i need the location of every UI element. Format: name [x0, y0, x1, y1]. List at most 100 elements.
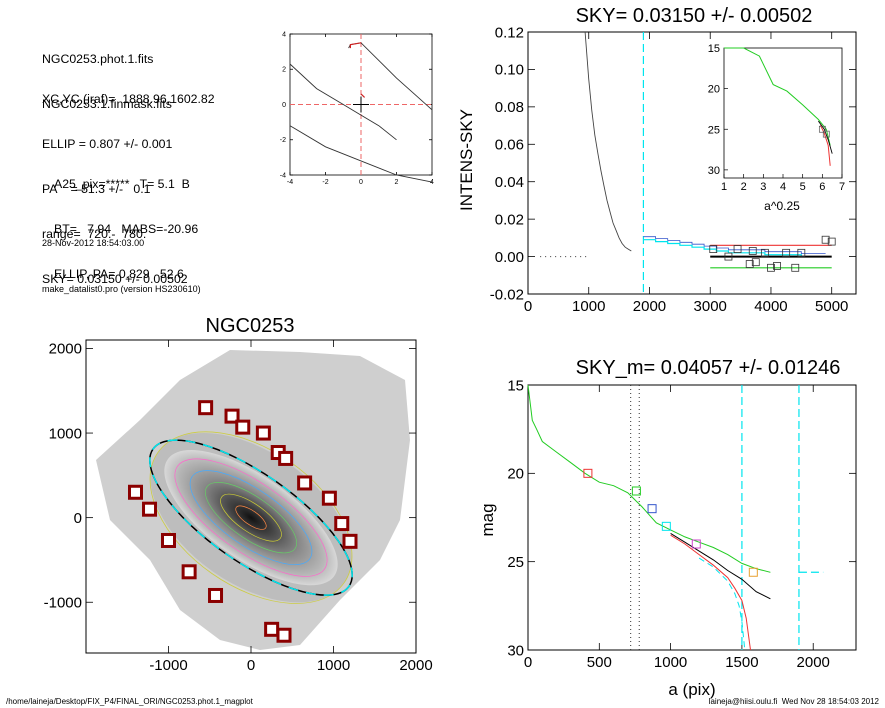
- y-tick-label: 0.08: [495, 99, 524, 116]
- sky-box-marker: [297, 475, 313, 491]
- mag-marker-cyan: [661, 521, 671, 531]
- mag-marker-green: [631, 486, 641, 496]
- sky-square-marker: [782, 248, 791, 257]
- x-tick-label: 4: [430, 179, 434, 186]
- y-tick-label: -1000: [44, 594, 82, 611]
- sky-square-marker: [751, 258, 760, 267]
- y-tick-label: 4: [282, 31, 286, 38]
- y-tick-label: 30: [507, 642, 524, 659]
- sky-box-marker: [334, 516, 350, 532]
- y-tick-label: 0.04: [495, 174, 524, 191]
- footer-user: laineja@hiisi.oulu.fi Wed Nov 28 18:54:0…: [708, 697, 879, 706]
- info-param-line: XC,YC (iraf)= 1888.96,1602.82: [42, 92, 215, 106]
- x-tick-label: 5000: [815, 298, 848, 315]
- inset-x-tick-label: 5: [800, 181, 806, 193]
- mag-profile-red: [670, 534, 751, 651]
- galaxy-image-panel: NGC0253 -1000 0 1000 2000 -1000 0 1000 2000: [44, 315, 433, 674]
- x-tick-label: 2000: [797, 654, 830, 671]
- inset-square-marker: [822, 130, 830, 138]
- x-tick-label: 1500: [725, 654, 758, 671]
- fit-ellipse-cyan: [149, 439, 353, 596]
- program-version: make_datalist0.pro (version HS230610): [42, 284, 201, 294]
- sky-inset-frame: [723, 47, 843, 179]
- x-tick-label: 2: [395, 179, 399, 186]
- isophote-contour: [204, 482, 298, 554]
- mag-marker-red: [583, 468, 593, 478]
- mag-frame: [527, 384, 857, 651]
- x-tick-label: 0: [247, 657, 255, 674]
- inset-square-marker: [818, 125, 826, 133]
- y-tick-label: 2: [282, 67, 286, 74]
- sky-panel: SKY= 0.03150 +/- 0.00502 INTENS-SKY a^0.…: [457, 5, 857, 315]
- x-tick-label: -2: [322, 179, 328, 186]
- inset-y-tick-label: 25: [708, 124, 720, 136]
- sky-square-marker: [760, 248, 769, 257]
- mag-profile-cyan: [698, 557, 746, 651]
- x-tick-label: 1000: [654, 654, 687, 671]
- sky-box-marker: [321, 490, 337, 506]
- info-params: XC,YC (iraf)= 1888.96,1602.82 ELLIP = 0.…: [42, 62, 215, 302]
- info-files: NGC0253.phot.1.fits NGC0253.1.finmask.fi…: [42, 22, 172, 127]
- sky-box-marker: [198, 400, 214, 416]
- info-param-line: ELLIP = 0.807 +/- 0.001: [42, 137, 173, 151]
- intensity-profile: [584, 31, 632, 252]
- x-tick-label: 2000: [399, 657, 432, 674]
- mag-ylabel: mag: [478, 503, 497, 536]
- sky-square-marker: [773, 262, 781, 270]
- sky-box-marker: [342, 533, 358, 549]
- x-tick-label: -4: [287, 179, 293, 186]
- sky-box-marker: [235, 419, 251, 435]
- inset-y-tick-label: 20: [708, 84, 720, 96]
- y-tick-label: 0.12: [495, 24, 524, 41]
- sky-square-marker: [821, 235, 830, 244]
- sky-box-marker: [255, 425, 271, 441]
- inset-x-tick-label: 4: [780, 181, 786, 193]
- sky-square-marker: [791, 263, 800, 272]
- sky-box-marker: [161, 532, 176, 548]
- info-result-line: BT= 7.94 MABS=-20.96: [54, 222, 199, 236]
- x-tick-label: 1000: [317, 657, 350, 674]
- sky-square-marker: [767, 263, 775, 272]
- inset-x-tick-label: 6: [819, 181, 825, 193]
- inset-y-tick-label: 15: [708, 43, 720, 55]
- x-tick-label: 4000: [754, 298, 787, 315]
- isophote-contour: [189, 470, 313, 566]
- x-tick-label: 500: [587, 654, 612, 671]
- sky-box-marker: [128, 484, 143, 500]
- y-tick-label: 0: [282, 102, 286, 109]
- mag-marker-magenta: [691, 539, 701, 549]
- sky-box-marker: [181, 564, 197, 580]
- isophote-contour: [220, 493, 282, 542]
- sky-box-marker: [278, 450, 294, 466]
- inset-profile-black: [818, 120, 833, 154]
- contour-panel: -4 -2 0 2 4 -4 -2 0 2 4: [280, 31, 434, 186]
- inset-x-tick-label: 2: [741, 181, 747, 193]
- sky-box-marker: [276, 627, 292, 643]
- y-tick-label: 0.02: [495, 211, 524, 228]
- mag-panel: SKY_m= 0.04057 +/- 0.01246 mag a (pix) 0…: [478, 357, 857, 699]
- x-tick-label: 0: [524, 298, 532, 315]
- inset-x-tick-label: 3: [760, 181, 766, 193]
- sky-square-marker: [827, 237, 836, 246]
- info-file-line: NGC0253.phot.1.fits: [42, 52, 154, 66]
- y-tick-label: 25: [507, 554, 524, 571]
- sky-title: SKY= 0.03150 +/- 0.00502: [576, 5, 813, 27]
- contour-highlight: [360, 93, 366, 98]
- y-tick-label: 1000: [49, 425, 82, 442]
- sky-box-marker: [208, 587, 224, 603]
- info-result-line: A25_pix=***** T= 5.1 B: [54, 177, 190, 191]
- info-meta: 28-Nov-2012 18:54:03.00 make_datalist0.p…: [42, 206, 201, 312]
- x-tick-label: 0: [359, 179, 363, 186]
- inset-x-tick-label: 7: [839, 181, 845, 193]
- info-results: A25_pix=***** T= 5.1 B BT= 7.94 MABS=-20…: [54, 147, 198, 297]
- info-result-line: ELLIP, PA= 0.829 52.6: [54, 267, 184, 281]
- sky-box-marker: [224, 408, 240, 424]
- inset-profile-red: [819, 124, 831, 166]
- y-tick-label: 20: [507, 466, 524, 483]
- x-tick-label: 3000: [694, 298, 727, 315]
- mag-profile-black: [670, 532, 771, 600]
- contour-highlight: [349, 42, 362, 49]
- inset-x-tick-label: 1: [721, 181, 727, 193]
- contour-line: [289, 63, 397, 141]
